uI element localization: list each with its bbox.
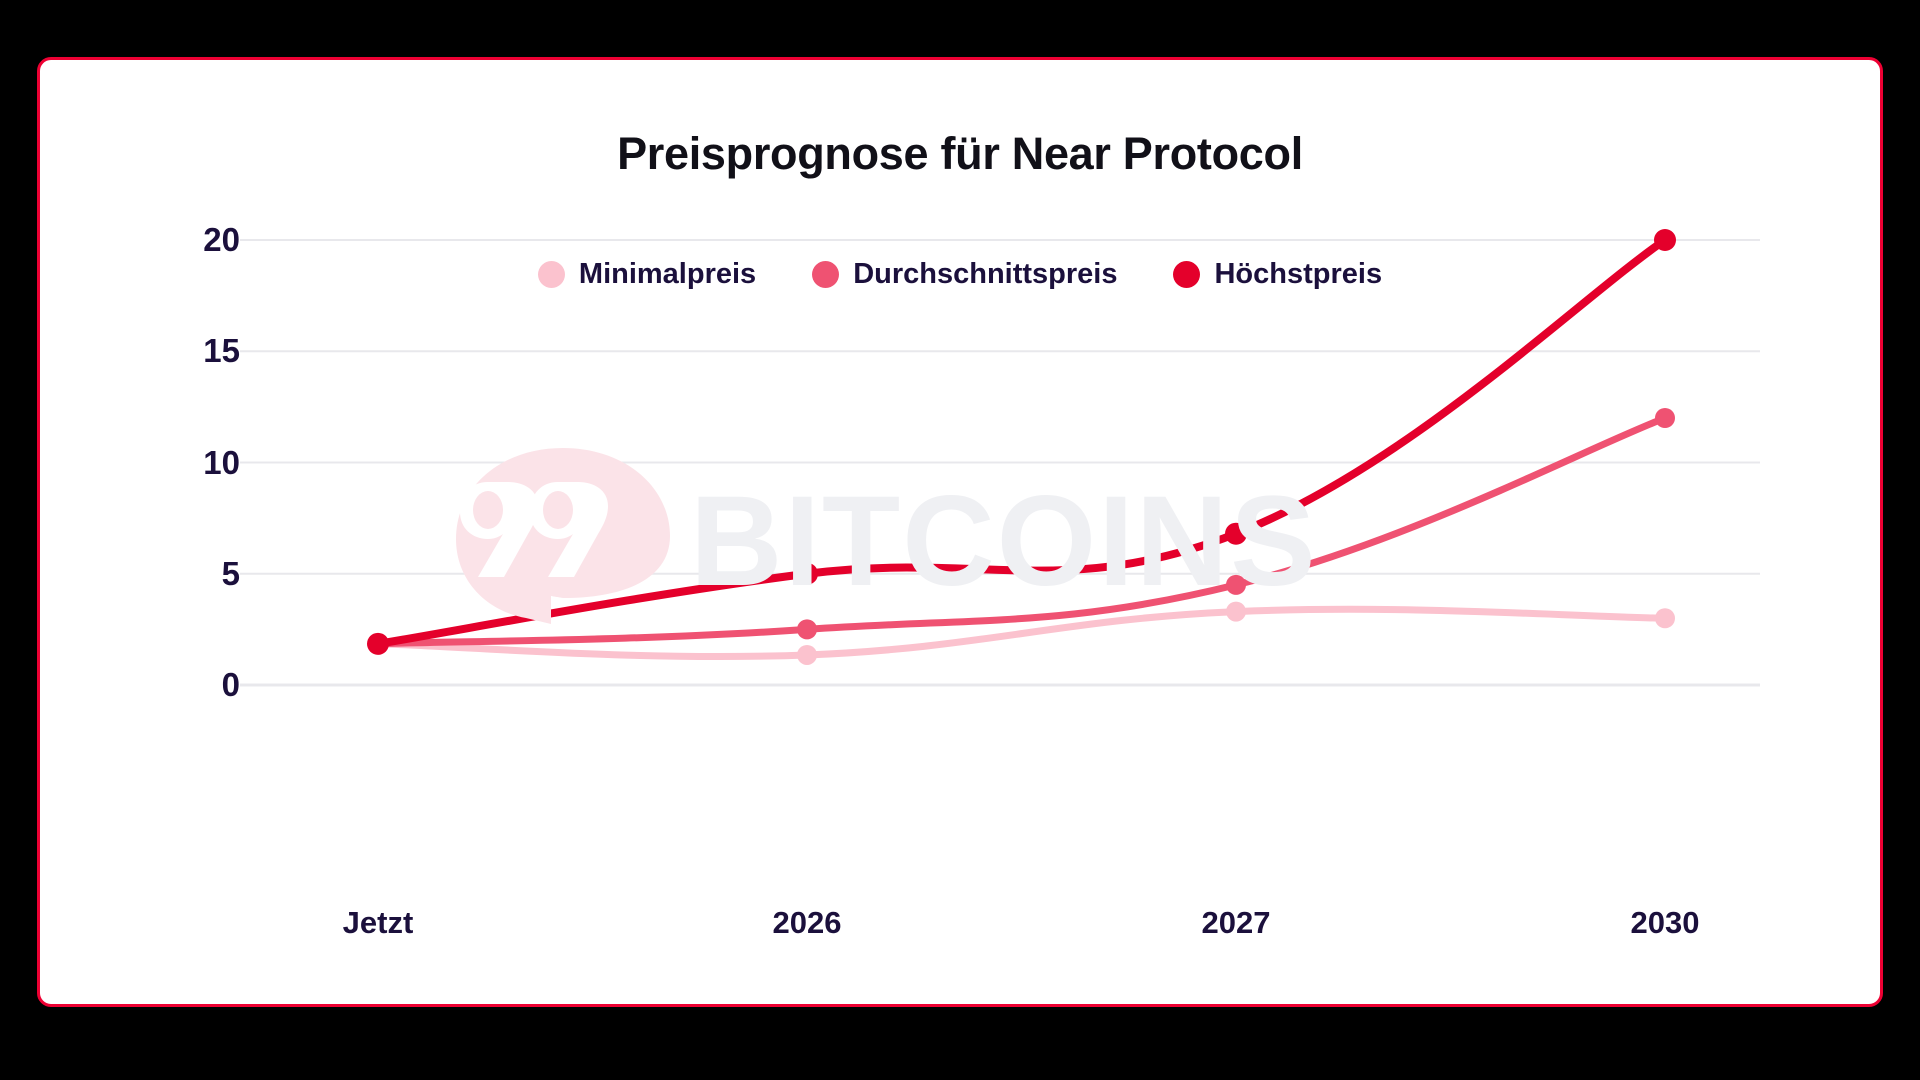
legend-label-minimalpreis: Minimalpreis — [578, 258, 757, 290]
y-tick-label: 5 — [221, 554, 240, 592]
legend-item-minimalpreis[interactable]: Minimalpreis — [537, 258, 757, 291]
data-point-marker[interactable] — [1655, 608, 1675, 629]
chart-title: Preisprognose für Near Protocol — [617, 128, 1303, 179]
legend-label-hoechstpreis: Höchstpreis — [1214, 258, 1383, 290]
legend-label-durchschnittspreis: Durchschnittspreis — [853, 258, 1118, 290]
x-tick-label: 2030 — [1630, 905, 1700, 940]
x-tick-label: 2027 — [1201, 905, 1271, 940]
data-point-marker[interactable] — [1226, 601, 1246, 622]
y-tick-label: 0 — [221, 666, 240, 703]
series-line-minimalpreis — [374, 605, 1669, 661]
y-tick-label: 20 — [203, 221, 240, 258]
x-axis-ticks: Jetzt 2026 2027 2030 — [40, 60, 1880, 1004]
data-point-marker[interactable] — [1225, 522, 1247, 545]
y-tick-label: 10 — [203, 443, 240, 481]
chart-card: Preisprognose für Near Protocol Minimalp… — [37, 57, 1883, 1007]
data-point-marker[interactable] — [1226, 574, 1246, 595]
y-axis-ticks: 0 5 10 15 20 — [150, 60, 240, 1004]
series-markers — [367, 229, 1676, 665]
data-point-marker[interactable] — [1655, 408, 1675, 428]
data-point-marker[interactable] — [797, 619, 817, 640]
plot-area: BITCOINS 0 5 10 15 20 Jetzt 2026 2027 2030 — [40, 60, 1880, 1004]
data-point-marker[interactable] — [796, 562, 818, 585]
legend-item-hoechstpreis[interactable]: Höchstpreis — [1173, 258, 1382, 291]
data-point-marker[interactable] — [797, 644, 817, 665]
chart-legend: Minimalpreis Durchschnittspreis Höchstpr… — [40, 258, 1880, 291]
series-line-durchschnittspreis — [374, 414, 1669, 648]
x-tick-label: 2026 — [772, 905, 842, 940]
legend-swatch-icon-hoechstpreis — [1173, 261, 1201, 288]
y-tick-label: 15 — [203, 332, 240, 370]
data-point-marker[interactable] — [367, 632, 389, 655]
legend-swatch-icon-minimalpreis — [537, 261, 565, 288]
x-tick-label: Jetzt — [342, 905, 414, 940]
legend-item-durchschnittspreis[interactable]: Durchschnittspreis — [812, 258, 1117, 291]
legend-swatch-icon-durchschnittspreis — [812, 261, 840, 288]
data-point-marker[interactable] — [1654, 229, 1676, 251]
